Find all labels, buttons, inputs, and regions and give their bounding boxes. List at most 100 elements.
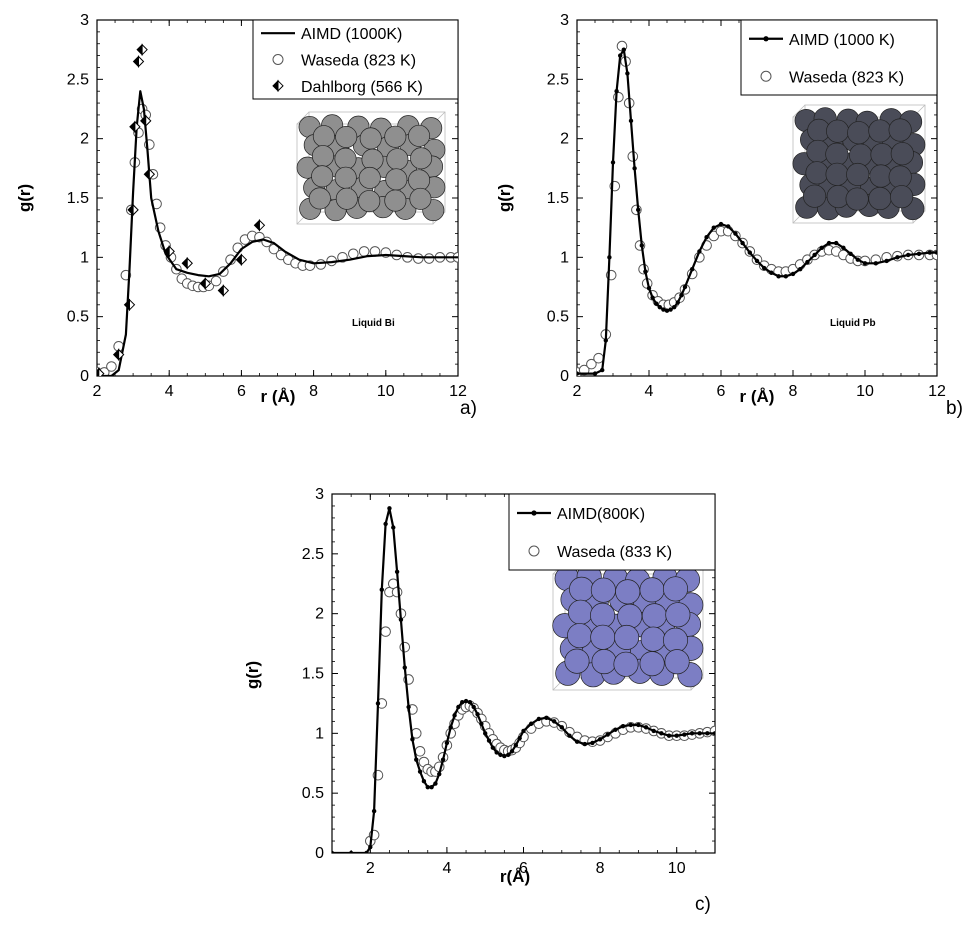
- series-point-waseda-823-k: [708, 230, 720, 242]
- series-point-aimd-1000-k: [661, 307, 666, 312]
- series-point-aimd-1000-k: [646, 285, 652, 291]
- series-point-waseda-823-k: [423, 253, 435, 264]
- series-point-aimd-1000-k: [592, 371, 598, 376]
- series-point-aimd-800k: [425, 784, 430, 790]
- series-point-aimd-1000-k: [650, 295, 655, 300]
- chart-panel-1: 0 0.5 1 1.5 2 2.5 3 2 4 6 8 10 12 g(r) r (Å) a) Liquid B…: [15, 12, 477, 419]
- series-point-aimd-800k: [551, 719, 557, 724]
- series-point-aimd-800k: [559, 725, 564, 730]
- series-point-aimd-800k: [332, 850, 335, 853]
- series-point-aimd-1000-k: [690, 267, 695, 272]
- series-point-aimd-1000-k: [841, 245, 846, 251]
- series-point-aimd-1000-k: [916, 251, 922, 256]
- y-axis-title: g(r): [495, 184, 514, 212]
- series-point-waseda-823-k: [593, 352, 604, 364]
- series-point-aimd-800k: [460, 700, 465, 705]
- y-tick-label: 2.5: [547, 71, 569, 88]
- y-tick-label: 1: [315, 725, 324, 742]
- series-point-aimd-800k: [475, 711, 480, 717]
- series-point-aimd-800k: [379, 587, 384, 592]
- legend: AIMD (1000 K) Waseda (823 K): [740, 19, 938, 96]
- series-point-dahlborg-566-k: [112, 348, 125, 361]
- series-point-aimd-800k: [456, 704, 461, 710]
- series-point-aimd-800k: [383, 521, 388, 527]
- atom-cluster-inset: [296, 111, 446, 225]
- panel-label: b): [946, 398, 963, 419]
- series-point-aimd-1000-k: [747, 250, 752, 255]
- series-point-dahlborg-566-k: [235, 253, 248, 266]
- series-point-aimd-1000-k: [862, 261, 868, 266]
- series-point-aimd-1000-k: [643, 269, 648, 274]
- series-point-aimd-800k: [659, 731, 664, 736]
- series-point-waseda-833-k: [399, 641, 411, 653]
- series-point-aimd-1000-k: [577, 371, 580, 376]
- y-tick-label: 0.5: [67, 309, 89, 326]
- legend-box: [508, 493, 716, 571]
- series-point-dahlborg-566-k: [181, 257, 193, 270]
- series-point-aimd-800k: [666, 733, 672, 738]
- series-point-aimd-1000-k: [934, 250, 937, 255]
- series-point-aimd-800k: [705, 731, 710, 736]
- legend-label-aimd-800k: AIMD(800K): [557, 506, 645, 523]
- x-tick-label: 10: [856, 383, 874, 400]
- series-group: [577, 40, 937, 376]
- y-tick-label: 1.5: [302, 666, 324, 683]
- series-point-dahlborg-566-k: [127, 203, 139, 217]
- series-line-aimd-1000k: [97, 90, 458, 376]
- series-point-aimd-1000-k: [812, 252, 817, 258]
- chart-panel-3: 0 0.5 1 1.5 2 2.5 3 2 4 6 8 10 g(r) r(Å) c) AIMD(800K) W…: [243, 486, 716, 915]
- series-point-waseda-823-k: [106, 361, 117, 372]
- series-point-aimd-800k: [406, 704, 411, 710]
- series-point-dahlborg-566-k: [123, 298, 136, 312]
- series-point-aimd-800k: [364, 850, 369, 853]
- series-point-aimd-1000-k: [927, 250, 932, 255]
- series-point-waseda-823-k: [802, 254, 813, 266]
- series-point-aimd-800k: [682, 732, 687, 737]
- series-point-waseda-833-k: [391, 586, 403, 598]
- legend-swatch-dot: [531, 510, 537, 516]
- x-tick-label: 8: [789, 383, 798, 400]
- y-axis-title: g(r): [15, 184, 34, 212]
- series-point-aimd-800k: [479, 721, 484, 726]
- x-tick-label: 10: [668, 860, 686, 877]
- series-point-aimd-800k: [417, 769, 423, 774]
- series-point-waseda-823-k: [275, 249, 287, 261]
- series-point-aimd-1000-k: [754, 258, 760, 264]
- series-point-aimd-800k: [643, 725, 649, 730]
- legend-box: [740, 19, 938, 96]
- series-point-aimd-800k: [505, 752, 511, 758]
- series-point-aimd-800k: [544, 715, 549, 720]
- series-point-aimd-1000-k: [664, 308, 670, 313]
- series-point-aimd-800k: [375, 701, 381, 706]
- x-tick-label: 2: [93, 383, 102, 400]
- series-point-aimd-1000-k: [628, 118, 634, 124]
- series-point-aimd-1000-k: [697, 249, 702, 254]
- series-point-aimd-1000-k: [618, 53, 623, 58]
- series-point-aimd-1000-k: [790, 271, 796, 277]
- y-tick-label: 2: [560, 131, 569, 148]
- series-point-aimd-800k: [394, 569, 400, 574]
- series-point-dahlborg-566-k: [217, 284, 230, 297]
- series-point-waseda-823-k: [315, 259, 327, 270]
- series-point-aimd-1000-k: [603, 338, 608, 343]
- series-point-dahlborg-566-k: [97, 367, 105, 376]
- y-tick-label: 0: [560, 368, 569, 385]
- legend-label-waseda-833-k: Waseda (833 K): [557, 544, 672, 561]
- series-point-aimd-800k: [567, 733, 572, 738]
- series-point-aimd-800k: [483, 731, 488, 736]
- x-tick-label: 8: [596, 860, 605, 877]
- y-tick-label: 2: [315, 606, 324, 623]
- series-point-aimd-800k: [463, 698, 469, 704]
- x-tick-label: 2: [366, 860, 375, 877]
- series-point-aimd-800k: [371, 808, 377, 814]
- x-tick-label: 4: [442, 860, 451, 877]
- y-tick-label: 3: [560, 12, 569, 29]
- series-point-aimd-800k: [429, 784, 434, 790]
- x-tick-label: 12: [449, 383, 467, 400]
- y-tick-label: 3: [80, 12, 89, 29]
- x-tick-label: 4: [165, 383, 174, 400]
- y-tick-label: 2.5: [67, 71, 89, 88]
- series-point-aimd-800k: [368, 844, 373, 850]
- series-point-aimd-800k: [636, 722, 641, 728]
- series-point-aimd-800k: [674, 733, 679, 738]
